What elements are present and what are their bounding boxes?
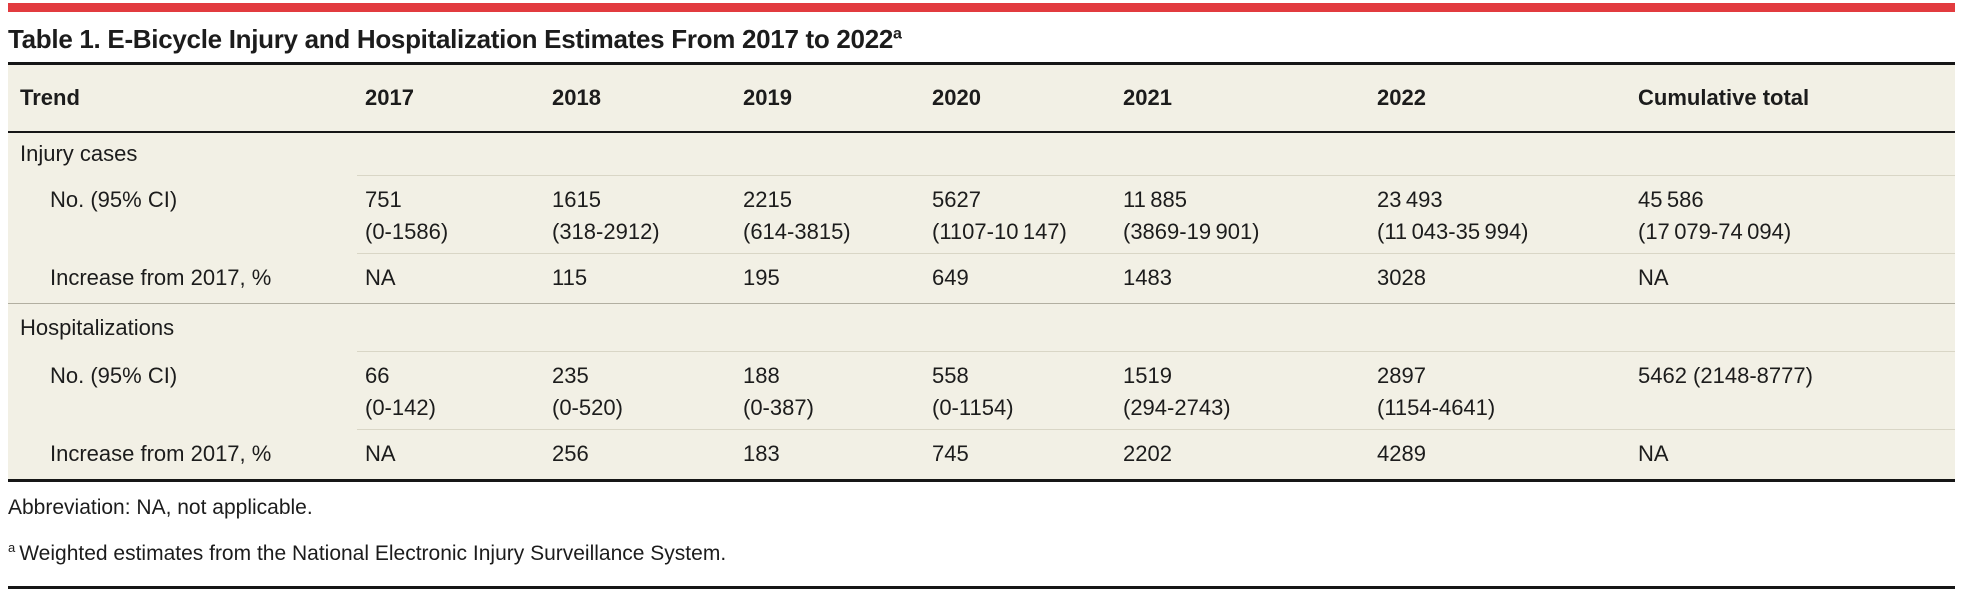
cell: 45 586 (17 079-74 094) [1630, 175, 1955, 253]
cell: 256 [544, 429, 735, 482]
section-label: Injury cases [8, 133, 1955, 175]
cell: NA [1630, 429, 1955, 482]
cell: 235 (0-520) [544, 351, 735, 429]
footnote-a-text: Weighted estimates from the National Ele… [19, 542, 727, 565]
cell: 558 (0-1154) [924, 351, 1115, 429]
column-header-2020: 2020 [924, 62, 1115, 133]
column-header-cumulative-total: Cumulative total [1630, 62, 1955, 133]
cell: 745 [924, 429, 1115, 482]
cell: 115 [544, 253, 735, 303]
row-label: Increase from 2017, % [8, 429, 357, 482]
cell: 23 493 (11 043-35 994) [1369, 175, 1630, 253]
row-label: No. (95% CI) [8, 351, 357, 429]
table-header: Trend 2017 2018 2019 2020 2021 2022 Cumulative … [8, 62, 1955, 133]
cell: 5462 (2148-8777) [1630, 351, 1955, 429]
cell: 183 [735, 429, 924, 482]
section-row: Injury cases [8, 133, 1955, 175]
cell: 2215 (614-3815) [735, 175, 924, 253]
section-label: Hospitalizations [8, 303, 1955, 351]
column-header-trend: Trend [8, 62, 357, 133]
table-row: No. (95% CI) 751 (0-1586) 1615 (318-2912) 221… [8, 175, 1955, 253]
column-header-2021: 2021 [1115, 62, 1369, 133]
footnote-a-marker: a [8, 540, 16, 555]
table-title-text: Table 1. E-Bicycle Injury and Hospitaliz… [8, 24, 894, 54]
column-header-2022: 2022 [1369, 62, 1630, 133]
row-label: No. (95% CI) [8, 175, 357, 253]
cell: 188 (0-387) [735, 351, 924, 429]
column-header-2019: 2019 [735, 62, 924, 133]
column-header-2017: 2017 [357, 62, 544, 133]
cell: 1615 (318-2912) [544, 175, 735, 253]
cell: NA [1630, 253, 1955, 303]
column-header-2018: 2018 [544, 62, 735, 133]
cell: 1519 (294-2743) [1115, 351, 1369, 429]
row-label: Increase from 2017, % [8, 253, 357, 303]
cell: 195 [735, 253, 924, 303]
cell: 4289 [1369, 429, 1630, 482]
cell: 5627 (1107-10 147) [924, 175, 1115, 253]
estimates-table: Trend 2017 2018 2019 2020 2021 2022 Cumulative … [8, 62, 1955, 482]
cell: 2202 [1115, 429, 1369, 482]
cell: 66 (0-142) [357, 351, 544, 429]
table-row: Increase from 2017, % NA 115 195 649 1483 3028… [8, 253, 1955, 303]
cell: NA [357, 429, 544, 482]
accent-bar [8, 3, 1955, 12]
cell: 751 (0-1586) [357, 175, 544, 253]
cell: 11 885 (3869-19 901) [1115, 175, 1369, 253]
cell: 649 [924, 253, 1115, 303]
table-title: Table 1. E-Bicycle Injury and Hospitaliz… [8, 24, 902, 55]
bottom-rule [8, 586, 1955, 589]
section-row: Hospitalizations [8, 303, 1955, 351]
table-row: No. (95% CI) 66 (0-142) 235 (0-520) 188 (0-387… [8, 351, 1955, 429]
cell: 3028 [1369, 253, 1630, 303]
header-row: Trend 2017 2018 2019 2020 2021 2022 Cumulative … [8, 62, 1955, 133]
table-row: Increase from 2017, % NA 256 183 745 2202 4289… [8, 429, 1955, 482]
cell: 1483 [1115, 253, 1369, 303]
cell: 2897 (1154-4641) [1369, 351, 1630, 429]
title-footnote-marker: a [893, 25, 902, 43]
table-body: Injury cases No. (95% CI) 751 (0-1586) 1615(… [8, 133, 1955, 482]
footnote-a: a Weighted estimates from the National El… [8, 540, 1955, 566]
abbreviation-footnote: Abbreviation: NA, not applicable. [8, 496, 313, 519]
cell: NA [357, 253, 544, 303]
